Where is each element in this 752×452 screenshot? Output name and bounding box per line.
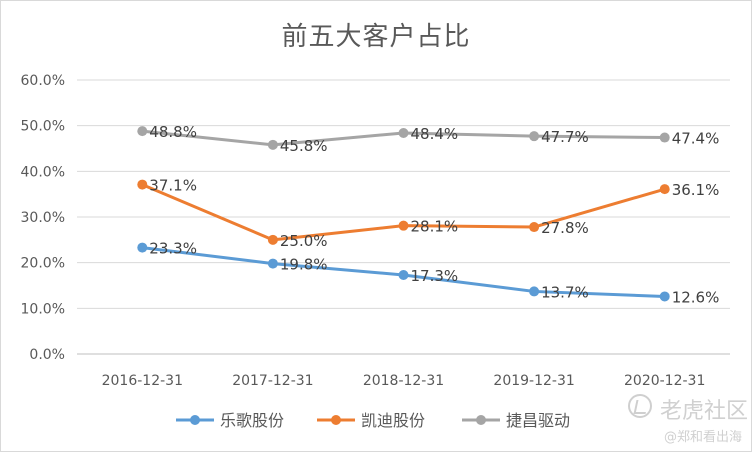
tiger-community-logo-icon	[628, 394, 652, 418]
data-point	[659, 132, 670, 143]
legend-marker	[190, 415, 200, 425]
legend-marker	[476, 415, 486, 425]
legend-label: 捷昌驱动	[506, 411, 570, 430]
data-point	[137, 179, 148, 190]
y-tick-label: 10.0%	[21, 301, 65, 317]
legend-label: 乐歌股份	[220, 411, 284, 430]
x-tick-label: 2020-12-31	[624, 373, 705, 389]
data-point	[659, 184, 670, 195]
data-label: 28.1%	[411, 218, 459, 236]
y-tick-label: 60.0%	[21, 73, 65, 89]
data-point	[267, 234, 278, 245]
data-label: 13.7%	[541, 283, 589, 301]
y-tick-label: 20.0%	[21, 256, 65, 272]
y-tick-label: 40.0%	[21, 164, 65, 180]
watermark: 老虎社区 @郑和看出海	[626, 393, 750, 449]
y-tick-label: 50.0%	[21, 119, 65, 135]
data-point	[137, 126, 148, 137]
data-point	[398, 269, 409, 280]
data-point	[398, 127, 409, 138]
x-tick-label: 2016-12-31	[102, 373, 183, 389]
data-point	[137, 242, 148, 253]
data-label: 27.8%	[541, 219, 589, 237]
legend-label: 凯迪股份	[361, 411, 425, 430]
data-label: 23.3%	[149, 240, 197, 258]
data-label: 48.8%	[149, 123, 197, 141]
watermark-name: 老虎社区	[660, 399, 749, 424]
data-label: 37.1%	[149, 177, 197, 195]
chart-title: 前五大客户占比	[281, 22, 471, 52]
data-label: 12.6%	[672, 288, 720, 306]
data-label: 47.4%	[672, 130, 720, 148]
data-point	[398, 220, 409, 231]
y-tick-label: 30.0%	[21, 210, 65, 226]
data-point	[267, 139, 278, 150]
data-label: 48.4%	[411, 125, 459, 143]
data-label: 17.3%	[411, 267, 459, 285]
data-point	[529, 222, 540, 233]
x-tick-label: 2017-12-31	[232, 373, 313, 389]
legend-marker	[331, 415, 341, 425]
x-tick-label: 2019-12-31	[493, 373, 574, 389]
data-point	[267, 258, 278, 269]
data-point	[529, 131, 540, 142]
data-point	[659, 291, 670, 302]
data-label: 25.0%	[280, 232, 328, 250]
data-point	[529, 286, 540, 297]
data-label: 36.1%	[672, 181, 720, 199]
y-tick-label: 0.0%	[29, 347, 65, 363]
x-tick-label: 2018-12-31	[363, 373, 444, 389]
data-label: 47.7%	[541, 128, 589, 146]
data-label: 19.8%	[280, 256, 328, 274]
data-label: 45.8%	[280, 137, 328, 155]
watermark-handle: @郑和看出海	[664, 430, 743, 445]
